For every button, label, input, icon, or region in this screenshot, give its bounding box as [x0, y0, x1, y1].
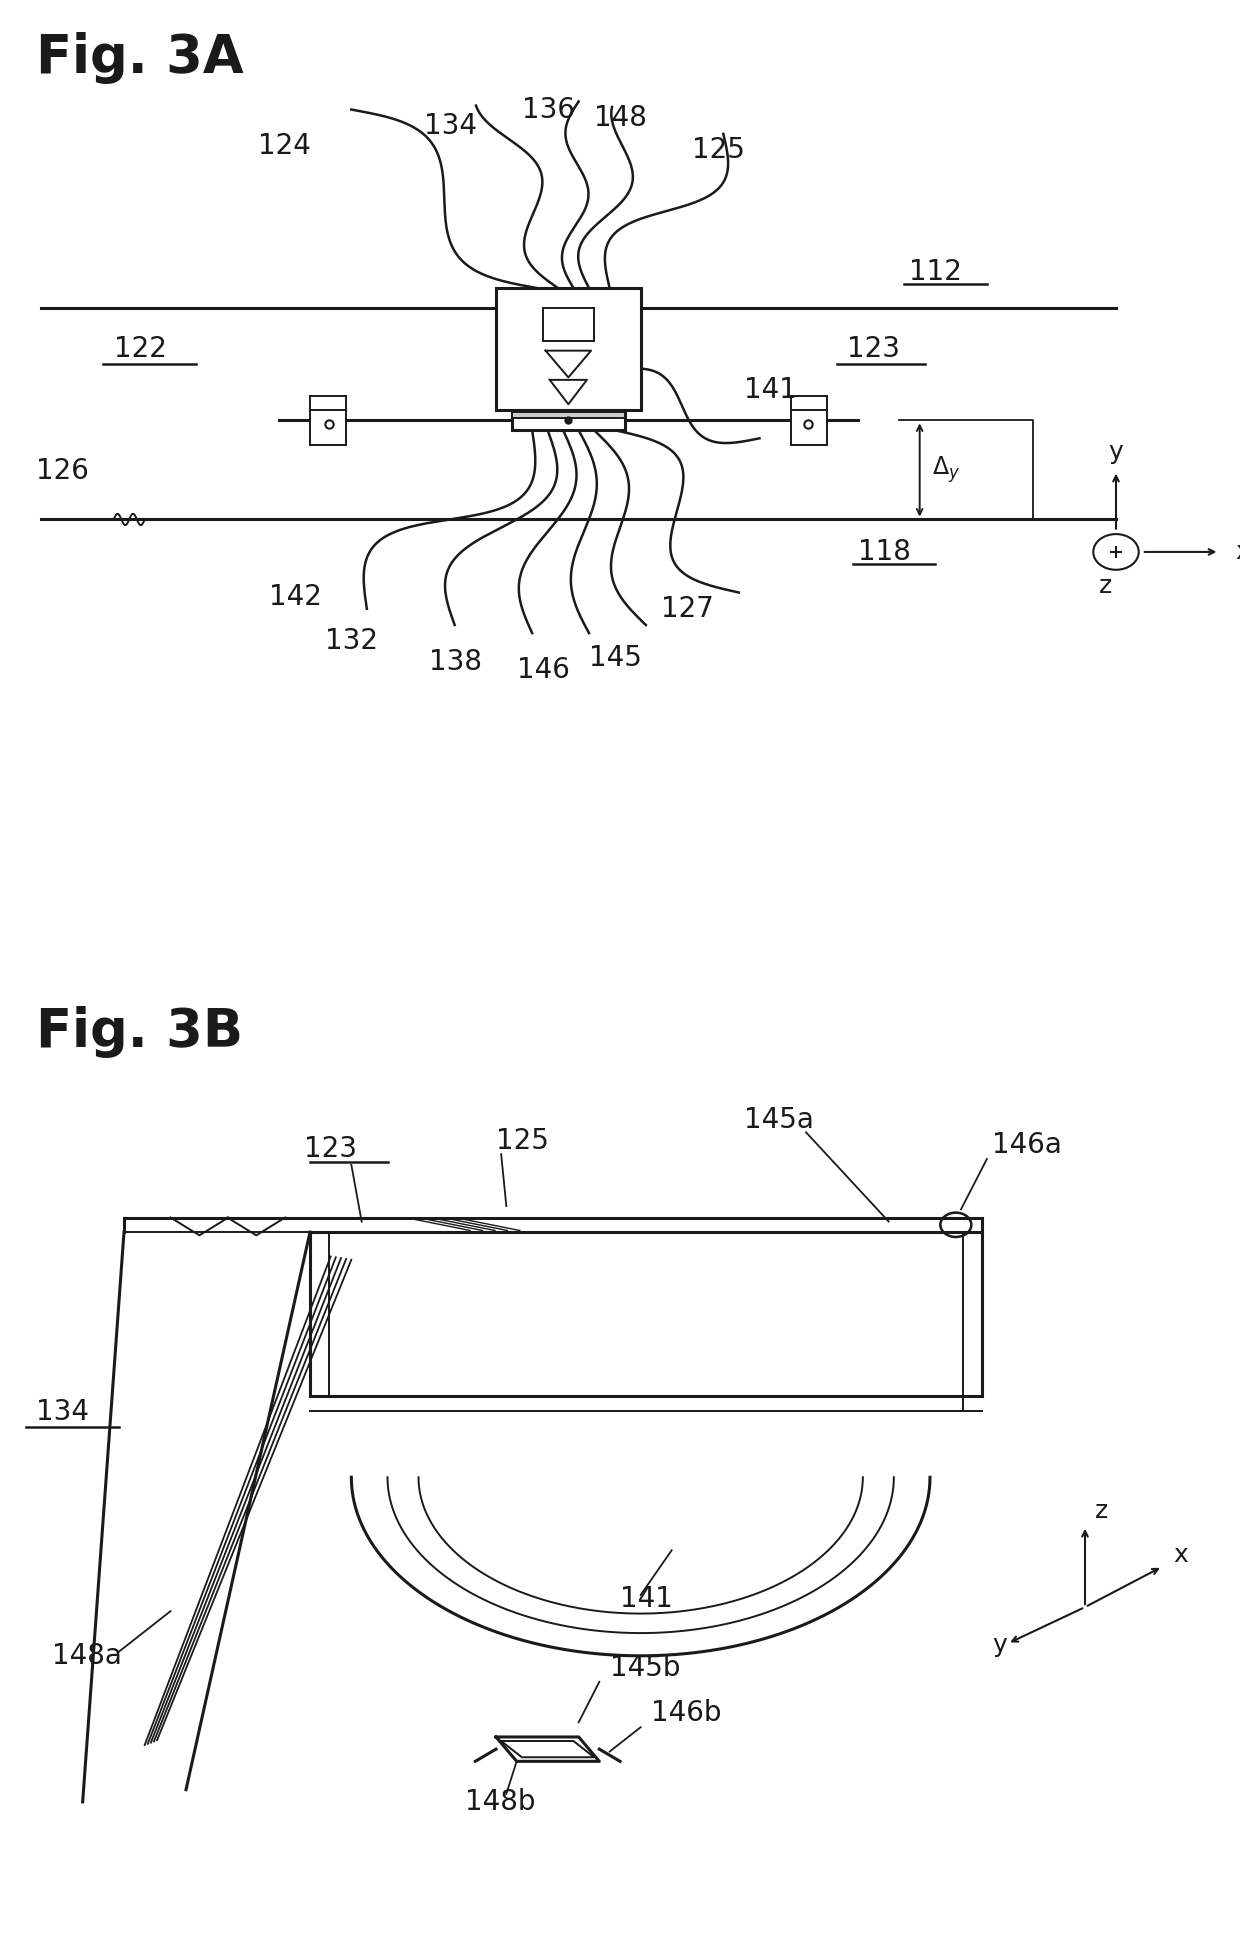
Text: 132: 132	[325, 627, 378, 655]
Text: Fig. 3B: Fig. 3B	[36, 1007, 243, 1058]
Text: 145b: 145b	[610, 1654, 681, 1681]
Text: 141: 141	[744, 376, 797, 403]
Text: Fig. 3A: Fig. 3A	[36, 33, 244, 84]
Bar	[511, 409, 625, 431]
Text: z: z	[1095, 1498, 1109, 1523]
Text: x: x	[1235, 540, 1240, 563]
Text: 141: 141	[620, 1586, 673, 1613]
Text: 126: 126	[36, 458, 89, 485]
Text: x: x	[1173, 1543, 1188, 1568]
Text: 145a: 145a	[744, 1106, 813, 1134]
Text: 127: 127	[661, 594, 714, 623]
Text: 125: 125	[496, 1126, 549, 1155]
Text: y: y	[1109, 440, 1123, 464]
Text: 148: 148	[594, 103, 647, 132]
Text: 145: 145	[589, 643, 642, 672]
Text: 134: 134	[36, 1399, 89, 1426]
Text: 136: 136	[522, 95, 575, 123]
Text: 134: 134	[424, 111, 476, 140]
Text: y: y	[992, 1632, 1007, 1656]
Text: 123: 123	[847, 335, 900, 362]
Text: 138: 138	[429, 647, 482, 676]
Bar	[496, 288, 641, 409]
Text: 146a: 146a	[992, 1130, 1061, 1159]
Text: 124: 124	[258, 132, 311, 160]
Bar	[543, 308, 594, 341]
Text: 125: 125	[692, 136, 745, 164]
Text: $\Delta_y$: $\Delta_y$	[932, 454, 961, 485]
Text: 112: 112	[909, 257, 962, 286]
Text: 148b: 148b	[465, 1788, 536, 1816]
Text: 123: 123	[304, 1134, 357, 1163]
Bar	[310, 395, 346, 444]
Text: 146b: 146b	[651, 1699, 722, 1726]
Text: 122: 122	[114, 335, 166, 362]
Bar	[511, 411, 625, 419]
Text: 148a: 148a	[52, 1642, 122, 1669]
Text: z: z	[1099, 573, 1112, 598]
Bar	[791, 395, 827, 444]
Text: 146: 146	[517, 656, 569, 684]
Text: 142: 142	[269, 582, 321, 610]
Text: 118: 118	[858, 538, 910, 567]
